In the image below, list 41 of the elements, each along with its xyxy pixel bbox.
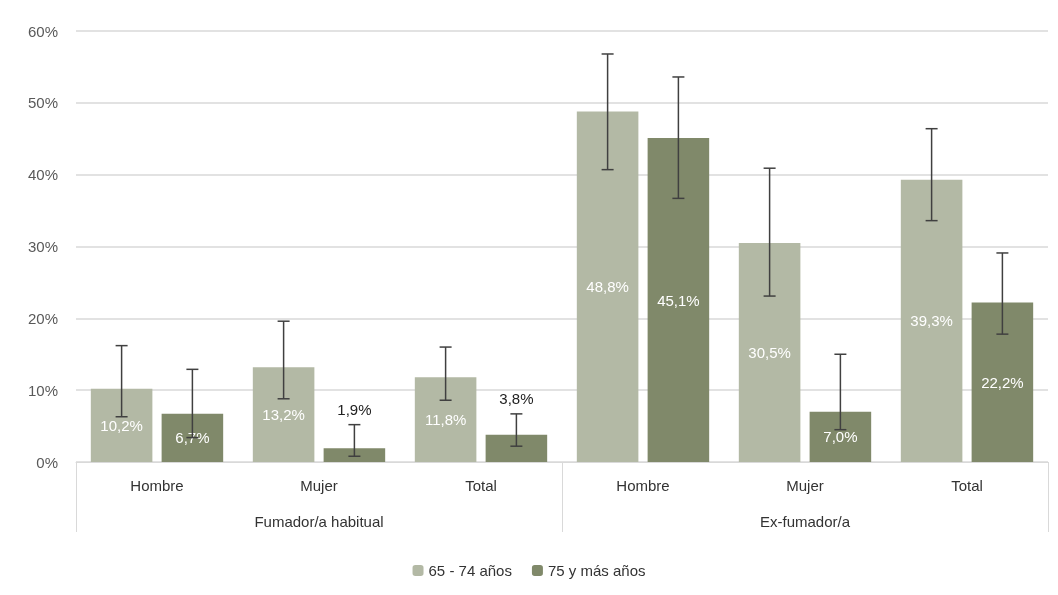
- data-label: 1,9%: [337, 400, 372, 418]
- data-label: 39,3%: [910, 312, 953, 330]
- y-tick-label: 10%: [27, 381, 58, 399]
- bar: [576, 111, 639, 462]
- data-label: 10,2%: [100, 416, 143, 434]
- bar: [90, 388, 153, 462]
- x-tick-label: Hombre: [616, 477, 670, 494]
- y-tick-label: 20%: [27, 309, 58, 327]
- bar: [252, 367, 315, 462]
- y-tick-label: 60%: [27, 22, 58, 40]
- x-tick-label: Mujer: [300, 477, 338, 494]
- data-label: 48,8%: [586, 278, 629, 296]
- bar: [738, 242, 801, 462]
- data-label: 45,1%: [657, 291, 700, 309]
- legend-label: 65 - 74 años: [428, 562, 512, 579]
- x-tick-label: Mujer: [786, 477, 824, 494]
- data-label: 6,7%: [175, 429, 210, 447]
- data-label: 13,2%: [262, 406, 305, 424]
- data-label: 7,0%: [823, 428, 858, 446]
- bar: [485, 434, 548, 462]
- legend-label: 75 y más años: [547, 562, 646, 579]
- y-tick-label: 0%: [36, 453, 58, 471]
- x-tick-label: Total: [951, 477, 983, 494]
- y-tick-label: 50%: [27, 94, 58, 112]
- bar: [647, 138, 710, 462]
- text: Ex-fumador/a: [759, 513, 851, 530]
- bar: [323, 448, 386, 462]
- x-tick-label: Hombre: [130, 477, 184, 494]
- bar: [161, 413, 224, 462]
- y-tick-label: 30%: [27, 238, 58, 255]
- bar: [809, 411, 872, 462]
- data-label: 11,8%: [424, 411, 467, 429]
- text: Fumador/a habitual: [254, 513, 384, 530]
- data-label: 3,8%: [499, 389, 534, 407]
- bar: [971, 302, 1034, 462]
- x-tick-label: Total: [465, 477, 497, 494]
- bar: [414, 377, 477, 462]
- data-label: 30,5%: [748, 343, 791, 361]
- bar: [900, 179, 963, 462]
- data-label: 22,2%: [981, 373, 1024, 391]
- y-tick-label: 40%: [27, 166, 58, 184]
